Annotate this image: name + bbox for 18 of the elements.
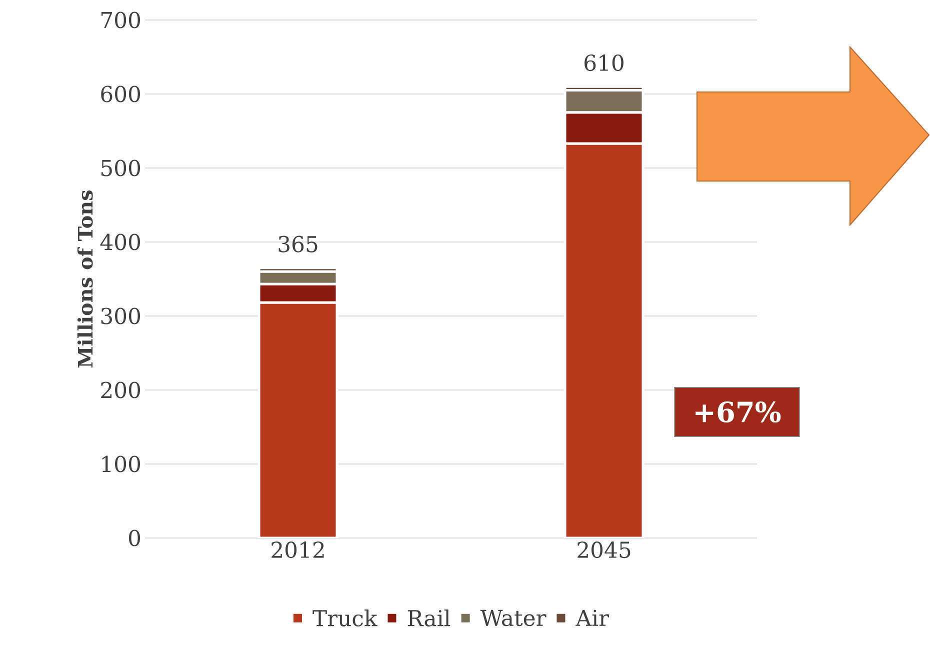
y-tick-label: 300 (101, 308, 140, 324)
legend-label: Air (576, 610, 610, 626)
y-tick-label: 700 (102, 12, 140, 28)
x-tick-label: 2012 (272, 542, 324, 558)
legend-label: Water (480, 610, 546, 626)
annotation: +67% (696, 401, 781, 423)
legend-label: Rail (408, 610, 450, 626)
y-tick-label: 400 (100, 234, 140, 250)
x-tick-label: 2045 (578, 542, 630, 558)
y-tick-label: 500 (102, 160, 140, 176)
y-tick-label: 0 (128, 530, 140, 546)
y-axis-title: Millions of Tons (77, 190, 93, 368)
total-label: 365 (278, 236, 318, 252)
y-tick-label: 200 (101, 382, 140, 398)
total-label: 610 (584, 54, 624, 72)
y-tick-label: 100 (102, 456, 140, 472)
y-tick-label: 600 (101, 86, 140, 102)
legend-label: Truck (312, 610, 378, 626)
